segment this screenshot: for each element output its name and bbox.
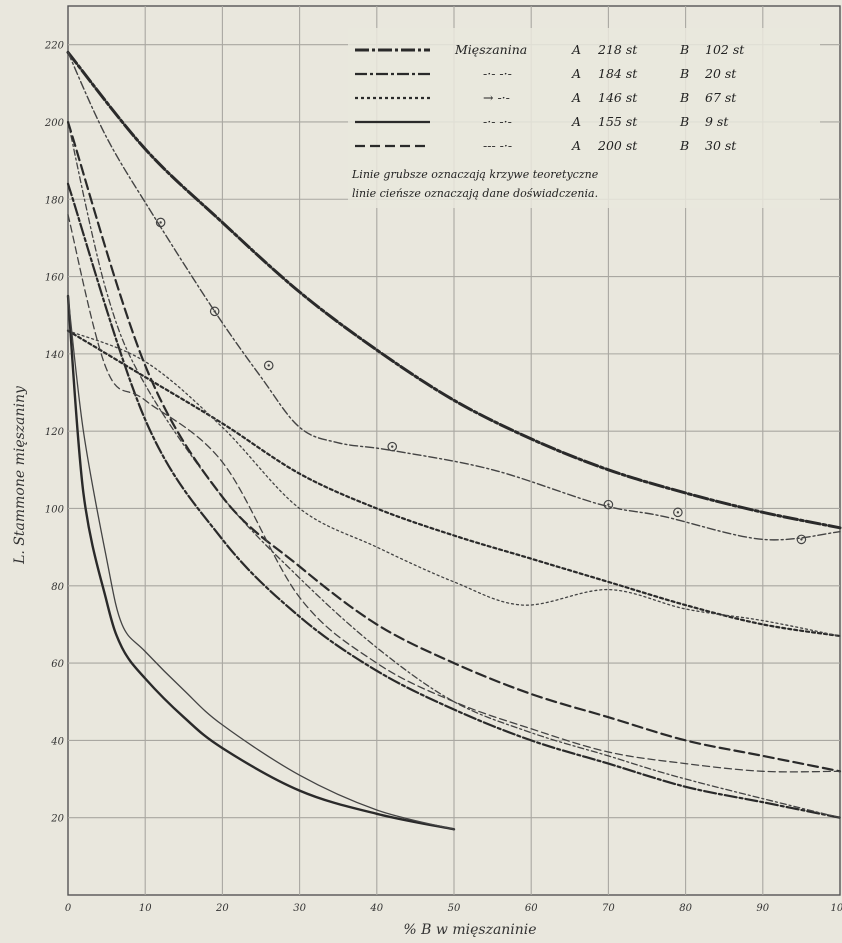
x-tick-label: 30 [293,903,306,914]
legend-note: Linie grubsze oznaczają krzywe teoretycz… [351,168,599,181]
data-point-marker [673,507,683,518]
legend-backdrop [348,28,820,208]
data-point-center [213,310,216,313]
data-point-center [391,445,394,448]
legend-b-value: 67 st [705,90,737,105]
legend-a-label: A [571,66,581,81]
legend: Mięszanina A 218 st B 102 st-·- -·- A 184 st B 2… [351,42,745,200]
series-line-A218_B102_experimental [67,51,841,541]
legend-b-label: B [679,138,689,153]
series-line-A200_B30_theoretical [66,120,842,773]
legend-a-value: 184 st [598,66,638,81]
data-point-marker [387,441,398,452]
legend-marker: --- -·- [483,138,512,153]
legend-a-value: 146 st [598,90,638,105]
series-line-A184_B20_theoretical [66,182,842,819]
data-point-marker [796,534,807,545]
legend-a-label: A [571,90,581,105]
data-point-marker [155,217,166,228]
data-point-marker [263,360,274,371]
data-point-center [676,511,680,514]
data-point-center [159,221,162,224]
legend-b-value: 30 st [705,138,737,153]
legend-a-value: 218 st [597,42,638,57]
legend-b-value: 102 st [705,42,745,57]
legend-marker: → -·- [483,90,510,105]
legend-b-label: B [679,114,689,129]
x-tick-label: 90 [756,903,769,914]
series-line-A218_B102_theoretical [66,50,842,530]
y-axis-title: L. Stammone mięszaniny [12,385,28,565]
series-line-A155_B9_theoretical [66,294,456,831]
legend-a-label: A [571,42,581,57]
legend-b-label: B [679,90,689,105]
legend-b-label: B [679,66,689,81]
series-line-A146_B67_theoretical [66,329,842,638]
legend-marker: -·- -·- [483,66,512,81]
y-tick-label: 140 [45,350,65,361]
series-line-A184_B20_experimental [67,121,841,819]
legend-a-value: 200 st [597,138,638,153]
x-tick-label: 70 [602,903,615,914]
x-tick-label: 10 [139,903,152,914]
tick-labels: 0 10 20 30 40 50 60 70 80 90 100 20 40 60 80 100 120 140 1… [44,41,842,914]
y-tick-label: 160 [45,273,65,284]
legend-b-value: 20 st [704,66,737,81]
data-point-marker [209,306,220,317]
y-tick-label: 120 [45,427,65,438]
data-point-center [267,364,270,367]
series-line-A155_B9_experimental [67,295,455,830]
y-tick-label: 180 [45,195,65,206]
y-tick-label: 100 [45,504,65,515]
y-tick-label: 220 [44,41,65,52]
legend-marker: -·- -·- [483,114,512,129]
data-point-marker [603,499,614,510]
y-tick-label: 40 [50,736,64,747]
legend-a-label: A [571,138,581,153]
series-layer [66,50,842,831]
legend-b-value: 9 st [705,114,729,129]
legend-heading: Mięszanina [454,42,527,57]
legend-b-label: B [679,42,689,57]
legend-a-label: A [571,114,581,129]
x-tick-label: 20 [215,903,229,914]
x-axis-title: % B w mięszaninie [403,922,536,938]
data-point-center [800,538,803,541]
y-tick-label: 20 [50,814,64,825]
x-tick-label: 80 [679,903,692,914]
x-tick-label: 40 [369,903,383,914]
x-tick-label: 0 [65,903,72,914]
series-line-A146_B67_experimental [67,330,841,637]
y-tick-label: 80 [51,582,64,593]
data-point-center [607,503,610,506]
legend-a-value: 155 st [598,114,638,129]
y-tick-label: 60 [51,659,64,670]
legend-note: linie cieńsze oznaczają dane doświadczen… [352,187,598,200]
series-line-A200_B30_experimental [67,214,841,773]
x-tick-label: 100 [830,903,842,914]
y-tick-label: 200 [44,118,65,129]
x-tick-label: 50 [448,903,461,914]
x-tick-label: 60 [525,903,538,914]
